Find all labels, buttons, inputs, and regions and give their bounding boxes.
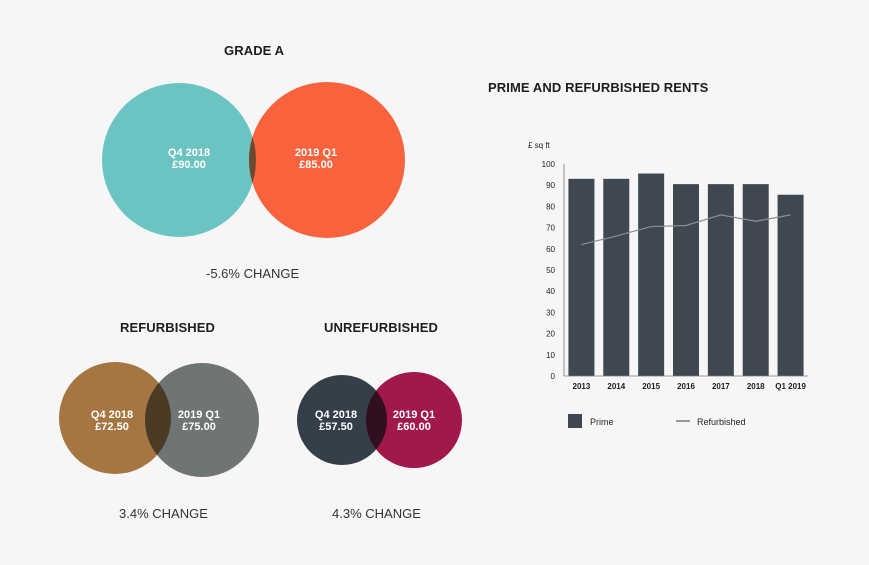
legend-refurbished-label: Refurbished bbox=[697, 417, 746, 427]
x-tick-label: 2017 bbox=[712, 382, 730, 391]
y-axis-label: £ sq ft bbox=[528, 141, 551, 150]
y-tick-label: 0 bbox=[551, 372, 556, 381]
venn-refurbished-left-circle bbox=[59, 362, 171, 474]
y-ticks: 0 10 20 30 40 50 60 70 80 90 100 bbox=[542, 160, 556, 381]
bars bbox=[568, 173, 804, 376]
y-tick-label: 40 bbox=[546, 287, 555, 296]
bar-prime bbox=[638, 173, 665, 376]
venn-unrefurbished-right-period: 2019 Q1 bbox=[393, 409, 435, 421]
bar-prime bbox=[707, 184, 734, 376]
venn-refurbished-right-period: 2019 Q1 bbox=[178, 409, 220, 421]
y-tick-label: 90 bbox=[546, 181, 555, 190]
venn-unrefurbished: Q4 2018 £57.50 2019 Q1 £60.00 bbox=[297, 372, 462, 468]
venn-grade-a-left-circle bbox=[102, 83, 256, 237]
venn-change-unrefurbished: 4.3% CHANGE bbox=[332, 506, 421, 521]
venn-grade-a-right-circle bbox=[249, 82, 405, 238]
venn-change-refurbished: 3.4% CHANGE bbox=[119, 506, 208, 521]
refurbished-line bbox=[581, 214, 791, 246]
venn-grade-a-left-period: Q4 2018 bbox=[168, 147, 210, 159]
venn-refurbished-left-period: Q4 2018 bbox=[91, 409, 133, 421]
y-tick-label: 50 bbox=[546, 266, 555, 275]
y-tick-label: 70 bbox=[546, 224, 555, 233]
venn-grade-a-left-value: £90.00 bbox=[172, 159, 206, 171]
venn-grade-a-right-value: £85.00 bbox=[299, 159, 333, 171]
legend-prime-label: Prime bbox=[590, 417, 614, 427]
chart-title: PRIME AND REFURBISHED RENTS bbox=[488, 80, 709, 95]
bar-prime bbox=[673, 184, 699, 376]
y-tick-label: 60 bbox=[546, 245, 555, 254]
venn-grade-a: Q4 2018 £90.00 2019 Q1 £85.00 bbox=[102, 82, 405, 238]
venn-refurbished-left-value: £72.50 bbox=[95, 421, 129, 433]
venn-unrefurbished-left-value: £57.50 bbox=[319, 421, 353, 433]
y-tick-label: 100 bbox=[542, 160, 556, 169]
venn-refurbished-right-value: £75.00 bbox=[182, 421, 216, 433]
venn-title-grade-a: GRADE A bbox=[224, 43, 285, 58]
bar-prime bbox=[568, 178, 595, 376]
legend-prime-swatch bbox=[568, 414, 582, 428]
y-tick-label: 80 bbox=[546, 202, 555, 211]
bar-prime bbox=[777, 194, 804, 376]
x-labels: 2013 2014 2015 2016 2017 2018 Q1 2019 bbox=[573, 382, 807, 391]
y-tick-label: 30 bbox=[546, 308, 555, 317]
x-tick-label: 2018 bbox=[747, 382, 765, 391]
x-tick-label: Q1 2019 bbox=[775, 382, 806, 391]
venn-unrefurbished-left-period: Q4 2018 bbox=[315, 409, 357, 421]
bar-prime bbox=[603, 178, 630, 376]
venn-title-unrefurbished: UNREFURBISHED bbox=[324, 320, 438, 335]
venn-unrefurbished-right-circle bbox=[366, 372, 462, 468]
venn-unrefurbished-left-circle bbox=[297, 375, 387, 465]
venn-grade-a-right-period: 2019 Q1 bbox=[295, 147, 337, 159]
x-tick-label: 2015 bbox=[642, 382, 660, 391]
venn-change-grade-a: -5.6% CHANGE bbox=[206, 266, 300, 281]
bar-prime bbox=[742, 184, 769, 376]
venn-refurbished: Q4 2018 £72.50 2019 Q1 £75.00 bbox=[59, 362, 259, 477]
x-tick-label: 2013 bbox=[573, 382, 591, 391]
venn-unrefurbished-right-value: £60.00 bbox=[397, 421, 431, 433]
venn-title-refurbished: REFURBISHED bbox=[120, 320, 215, 335]
y-tick-label: 20 bbox=[546, 330, 555, 339]
y-tick-label: 10 bbox=[546, 351, 555, 360]
x-tick-label: 2014 bbox=[607, 382, 625, 391]
venn-refurbished-right-circle bbox=[145, 363, 259, 477]
x-tick-label: 2016 bbox=[677, 382, 695, 391]
